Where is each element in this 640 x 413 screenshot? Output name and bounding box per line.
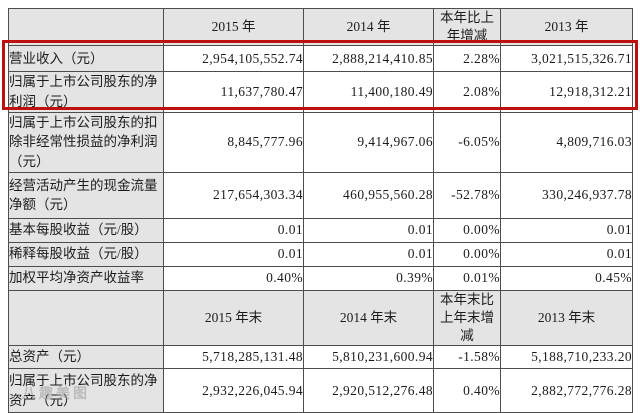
table-row-total-assets: 总资产（元） 5,718,285,131.48 5,810,231,600.94… [8,345,633,370]
cell-value: 2,932,226,045.94 [163,368,304,413]
cell-value: 0.40% [433,368,501,413]
row-label: 归属于上市公司股东的扣除非经常性损益的净利润（元） [8,111,164,173]
cell-value: 217,654,303.34 [163,171,304,219]
cell-value: 460,955,560.28 [303,171,434,219]
table-row-net-profit: 归属于上市公司股东的净利润（元） 11,637,780.47 11,400,18… [8,71,633,113]
row-label: 稀释每股收益（元/股） [8,241,164,267]
cell-value: -52.78% [433,171,501,219]
cell-value: 12,918,312.21 [500,71,633,113]
cell-value: 3,021,515,326.71 [500,45,633,73]
cell-value: 11,400,180.49 [303,71,434,113]
annual-header-row: 2015 年 2014 年 本年比上年增减 2013 年 [8,7,633,47]
cell-value: 0.01 [303,241,434,267]
cell-value: 2.28% [433,45,501,73]
cell-value: 0.39% [303,265,434,291]
cell-value: 11,637,780.47 [163,71,304,113]
cell-value: 8,845,777.96 [163,111,304,173]
corner-cell [8,289,164,347]
row-label: 归属于上市公司股东的净资产（元） [8,368,164,413]
cell-value: 0.01 [500,241,633,267]
cell-value: 2,882,772,776.28 [500,368,633,413]
cell-value: 2.08% [433,71,501,113]
cell-value: 0.00% [433,241,501,267]
row-label: 归属于上市公司股东的净利润（元） [8,71,164,113]
cell-value: 0.01 [500,217,633,243]
col-header-2015-end: 2015 年末 [163,289,304,347]
row-label: 基本每股收益（元/股） [8,217,164,243]
col-header-2013: 2013 年 [500,7,633,47]
cell-value: 0.00% [433,217,501,243]
col-header-2013-end: 2013 年末 [500,289,633,347]
row-label: 总资产（元） [8,345,164,370]
cell-value: 2,920,512,276.48 [303,368,434,413]
row-label: 营业收入（元） [8,45,164,73]
cell-value: 0.45% [500,265,633,291]
table-row-revenue: 营业收入（元） 2,954,105,552.74 2,888,214,410.8… [8,45,633,73]
cell-value: 0.40% [163,265,304,291]
table-row-weighted-avg-roe: 加权平均净资产收益率 0.40% 0.39% 0.01% 0.45% [8,265,633,291]
key-financials-table: 2015 年 2014 年 本年比上年增减 2013 年 营业收入（元） 2,9… [8,7,633,413]
cell-value: 5,718,285,131.48 [163,345,304,370]
cell-value: 0.01 [163,217,304,243]
col-header-2014: 2014 年 [303,7,434,47]
cell-value: 0.01 [163,241,304,267]
row-label: 加权平均净资产收益率 [8,265,164,291]
table-row-operating-cash-flow: 经营活动产生的现金流量净额（元） 217,654,303.34 460,955,… [8,171,633,219]
cell-value: 9,414,967.06 [303,111,434,173]
corner-cell [8,7,164,47]
table-row-net-assets: 归属于上市公司股东的净资产（元） 2,932,226,045.94 2,920,… [8,368,633,413]
cell-value: 0.01 [303,217,434,243]
cell-value: 0.01% [433,265,501,291]
cell-value: -1.58% [433,345,501,370]
cell-value: 5,810,231,600.94 [303,345,434,370]
table-row-basic-eps: 基本每股收益（元/股） 0.01 0.01 0.00% 0.01 [8,217,633,243]
cell-value: 4,809,716.03 [500,111,633,173]
col-header-yearend-change: 本年末比上年末增减 [433,289,501,347]
cell-value: -6.05% [433,111,501,173]
yearend-header-row: 2015 年末 2014 年末 本年末比上年末增减 2013 年末 [8,289,633,347]
table-row-net-profit-excl-nonrecurring: 归属于上市公司股东的扣除非经常性损益的净利润（元） 8,845,777.96 9… [8,111,633,173]
row-label: 经营活动产生的现金流量净额（元） [8,171,164,219]
col-header-2015: 2015 年 [163,7,304,47]
cell-value: 2,888,214,410.85 [303,45,434,73]
table-row-diluted-eps: 稀释每股收益（元/股） 0.01 0.01 0.00% 0.01 [8,241,633,267]
col-header-2014-end: 2014 年末 [303,289,434,347]
col-header-yoy-change: 本年比上年增减 [433,7,501,47]
cell-value: 2,954,105,552.74 [163,45,304,73]
cell-value: 330,246,937.78 [500,171,633,219]
cell-value: 5,188,710,233.20 [500,345,633,370]
